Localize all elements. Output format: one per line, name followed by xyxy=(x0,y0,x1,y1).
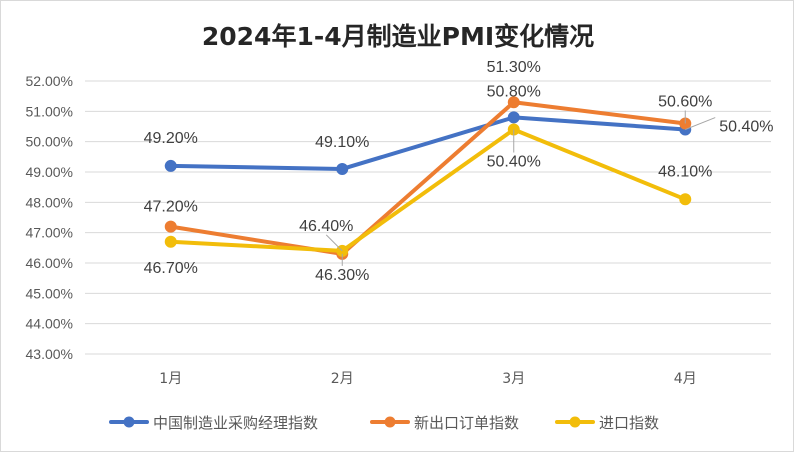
legend-label: 中国制造业采购经理指数 xyxy=(153,414,318,432)
legend-swatch-marker xyxy=(384,416,396,428)
legend-swatch-marker xyxy=(123,416,135,428)
series-line xyxy=(168,115,688,171)
leader-line xyxy=(685,117,716,130)
y-axis: 43.00% 44.00% 45.00% 46.00% 47.00% 48.00% 49.0… xyxy=(26,73,73,362)
y-tick-label: 51.00% xyxy=(26,103,73,119)
legend: 中国制造业采购经理指数 新出口订单指数 进口指数 xyxy=(109,414,659,432)
data-label: 46.40% xyxy=(299,218,353,235)
y-tick-label: 52.00% xyxy=(26,73,73,89)
series-line xyxy=(168,100,688,256)
gridlines xyxy=(85,80,771,355)
legend-swatch-marker xyxy=(569,416,581,428)
y-tick-label: 43.00% xyxy=(26,346,73,362)
data-point xyxy=(679,193,692,206)
data-point xyxy=(164,235,177,248)
data-labels: 49.20% 49.10% 50.80% 50.40% 47.20% 46.30% 51.3… xyxy=(144,59,774,284)
legend-label: 进口指数 xyxy=(599,414,659,432)
chart-title: 2024年1-4月制造业PMI变化情况 xyxy=(202,22,594,51)
data-label: 46.70% xyxy=(144,260,198,277)
legend-label: 新出口订单指数 xyxy=(414,414,519,432)
data-label: 51.30% xyxy=(487,59,541,76)
data-label: 50.80% xyxy=(487,83,541,100)
x-tick-label: 4月 xyxy=(674,371,697,387)
data-label: 50.40% xyxy=(719,119,773,136)
data-label: 49.10% xyxy=(315,134,369,151)
y-tick-label: 44.00% xyxy=(26,316,73,332)
y-tick-label: 45.00% xyxy=(26,285,73,301)
leader-line xyxy=(325,234,343,252)
data-point xyxy=(507,111,520,124)
data-point xyxy=(507,96,520,109)
y-tick-label: 47.00% xyxy=(26,225,73,241)
data-label: 49.20% xyxy=(144,130,198,147)
x-tick-label: 2月 xyxy=(331,371,354,387)
data-label: 46.30% xyxy=(315,267,369,284)
series-group xyxy=(164,96,692,260)
data-label: 48.10% xyxy=(658,163,712,180)
data-label: 50.40% xyxy=(487,154,541,171)
y-tick-label: 49.00% xyxy=(26,164,73,180)
data-label: 47.20% xyxy=(144,199,198,216)
x-tick-label: 3月 xyxy=(502,371,525,387)
x-tick-label: 1月 xyxy=(159,371,182,387)
y-tick-label: 46.00% xyxy=(26,255,73,271)
data-point xyxy=(336,162,349,175)
series-line xyxy=(168,127,688,253)
y-tick-label: 50.00% xyxy=(26,134,73,150)
x-axis: 1月 2月 3月 4月 xyxy=(159,371,696,387)
data-label: 50.60% xyxy=(658,93,712,110)
data-point xyxy=(164,220,177,233)
data-point xyxy=(164,159,177,172)
y-tick-label: 48.00% xyxy=(26,194,73,210)
